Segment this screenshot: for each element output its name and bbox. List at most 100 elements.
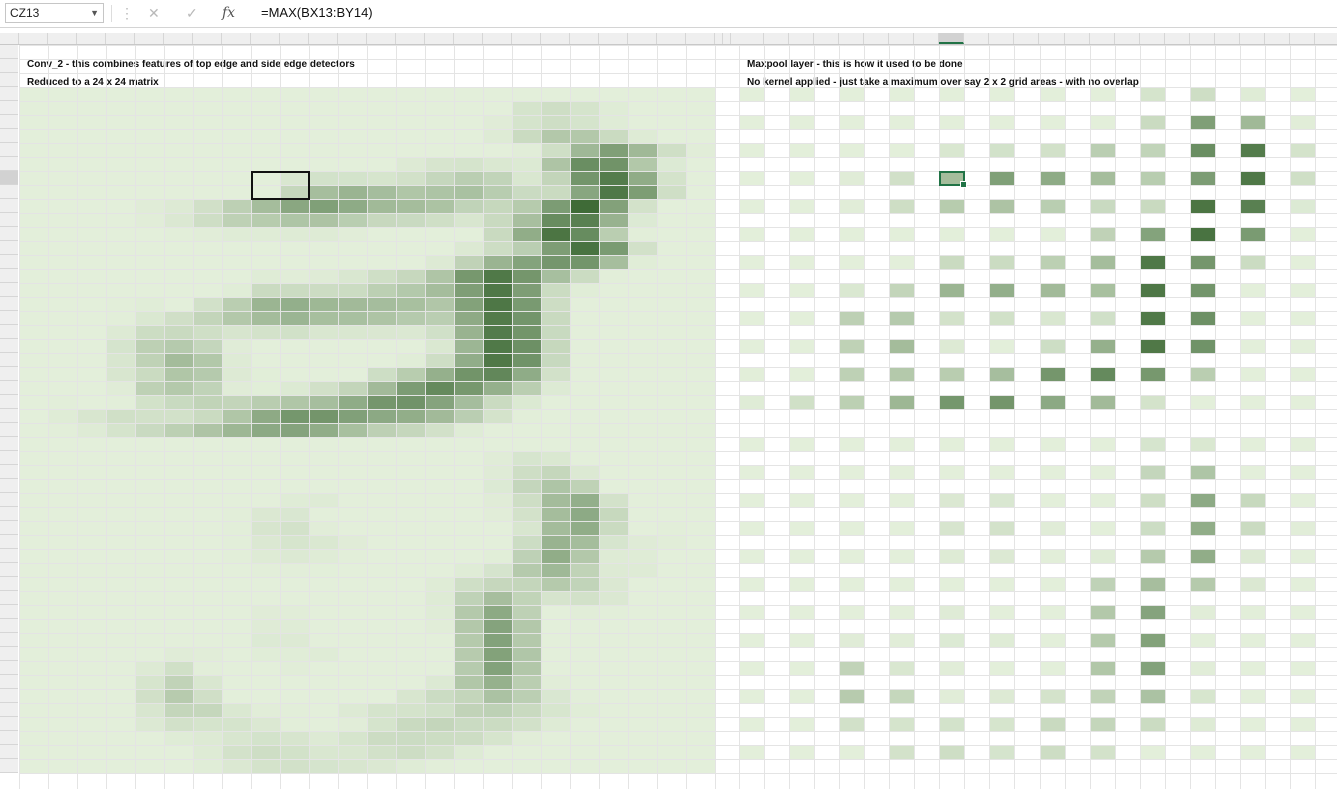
conv-cell[interactable] [687,718,715,731]
maxpool-cell[interactable] [990,116,1015,129]
maxpool-cell[interactable] [1190,88,1215,101]
row-header-60[interactable] [0,703,18,717]
conv-cell[interactable] [20,88,48,101]
conv-cell[interactable] [281,746,309,759]
conv-cell[interactable] [513,578,541,591]
conv-cell[interactable] [136,354,164,367]
maxpool-cell[interactable] [1140,550,1165,563]
conv-cell[interactable] [397,550,425,563]
fill-handle[interactable] [960,181,968,188]
conv-cell[interactable] [136,494,164,507]
conv-cell[interactable] [49,326,77,339]
conv-cell[interactable] [310,424,338,437]
conv-cell[interactable] [600,102,628,115]
conv-cell[interactable] [20,424,48,437]
conv-cell[interactable] [78,494,106,507]
conv-cell[interactable] [107,690,135,703]
conv-cell[interactable] [600,382,628,395]
maxpool-cell[interactable] [890,368,915,381]
maxpool-cell[interactable] [1040,284,1065,297]
maxpool-cell[interactable] [990,662,1015,675]
conv-cell[interactable] [455,354,483,367]
conv-cell[interactable] [368,312,396,325]
row-header-49[interactable] [0,549,18,563]
conv-cell[interactable] [49,648,77,661]
conv-cell[interactable] [281,508,309,521]
conv-cell[interactable] [658,760,686,773]
conv-cell[interactable] [49,466,77,479]
conv-cell[interactable] [252,396,280,409]
conv-cell[interactable] [542,634,570,647]
conv-cell[interactable] [49,662,77,675]
conv-cell[interactable] [281,704,309,717]
maxpool-cell[interactable] [1290,746,1315,759]
maxpool-cell[interactable] [740,634,764,647]
row-header-41[interactable] [0,437,18,451]
conv-cell[interactable] [600,494,628,507]
conv-cell[interactable] [194,648,222,661]
conv-cell[interactable] [687,172,715,185]
conv-cell[interactable] [252,550,280,563]
conv-cell[interactable] [484,172,512,185]
conv-cell[interactable] [629,620,657,633]
maxpool-cell[interactable] [740,550,764,563]
conv-cell[interactable] [397,242,425,255]
maxpool-cell[interactable] [1090,718,1115,731]
conv-cell[interactable] [397,704,425,717]
conv-cell[interactable] [194,368,222,381]
maxpool-cell[interactable] [1090,634,1115,647]
maxpool-cell[interactable] [840,144,865,157]
row-header-44[interactable] [0,479,18,493]
conv-cell[interactable] [455,228,483,241]
conv-cell[interactable] [455,116,483,129]
row-header-7[interactable] [0,87,18,101]
conv-cell[interactable] [165,424,193,437]
conv-cell[interactable] [165,102,193,115]
conv-cell[interactable] [194,634,222,647]
conv-cell[interactable] [252,382,280,395]
conv-cell[interactable] [165,704,193,717]
conv-cell[interactable] [107,172,135,185]
conv-cell[interactable] [49,130,77,143]
maxpool-cell[interactable] [940,494,965,507]
conv-cell[interactable] [223,102,251,115]
row-header-23[interactable] [0,311,18,325]
conv-cell[interactable] [165,172,193,185]
conv-cell[interactable] [513,620,541,633]
conv-cell[interactable] [426,718,454,731]
conv-cell[interactable] [310,760,338,773]
conv-cell[interactable] [310,662,338,675]
conv-cell[interactable] [658,606,686,619]
maxpool-cell[interactable] [990,494,1015,507]
row-header-48[interactable] [0,535,18,549]
conv-cell[interactable] [426,480,454,493]
maxpool-cell[interactable] [940,718,965,731]
conv-cell[interactable] [107,732,135,745]
row-header-8[interactable] [0,101,18,115]
row-header-12[interactable] [0,157,18,171]
conv-cell[interactable] [339,410,367,423]
conv-cell[interactable] [252,438,280,451]
conv-cell[interactable] [194,760,222,773]
maxpool-cell[interactable] [740,200,764,213]
conv-cell[interactable] [629,242,657,255]
conv-cell[interactable] [658,648,686,661]
maxpool-cell[interactable] [840,746,865,759]
conv-cell[interactable] [368,158,396,171]
conv-cell[interactable] [368,550,396,563]
conv-cell[interactable] [600,284,628,297]
maxpool-cell[interactable] [790,88,815,101]
conv-cell[interactable] [281,382,309,395]
row-header-51[interactable] [0,577,18,591]
conv-cell[interactable] [426,158,454,171]
maxpool-cell[interactable] [990,284,1015,297]
conv-cell[interactable] [629,690,657,703]
conv-cell[interactable] [571,592,599,605]
maxpool-cell[interactable] [890,340,915,353]
conv-cell[interactable] [426,466,454,479]
conv-cell[interactable] [78,522,106,535]
row-header-62[interactable] [0,731,18,745]
conv-cell[interactable] [658,158,686,171]
conv-cell[interactable] [281,270,309,283]
conv-cell[interactable] [629,746,657,759]
